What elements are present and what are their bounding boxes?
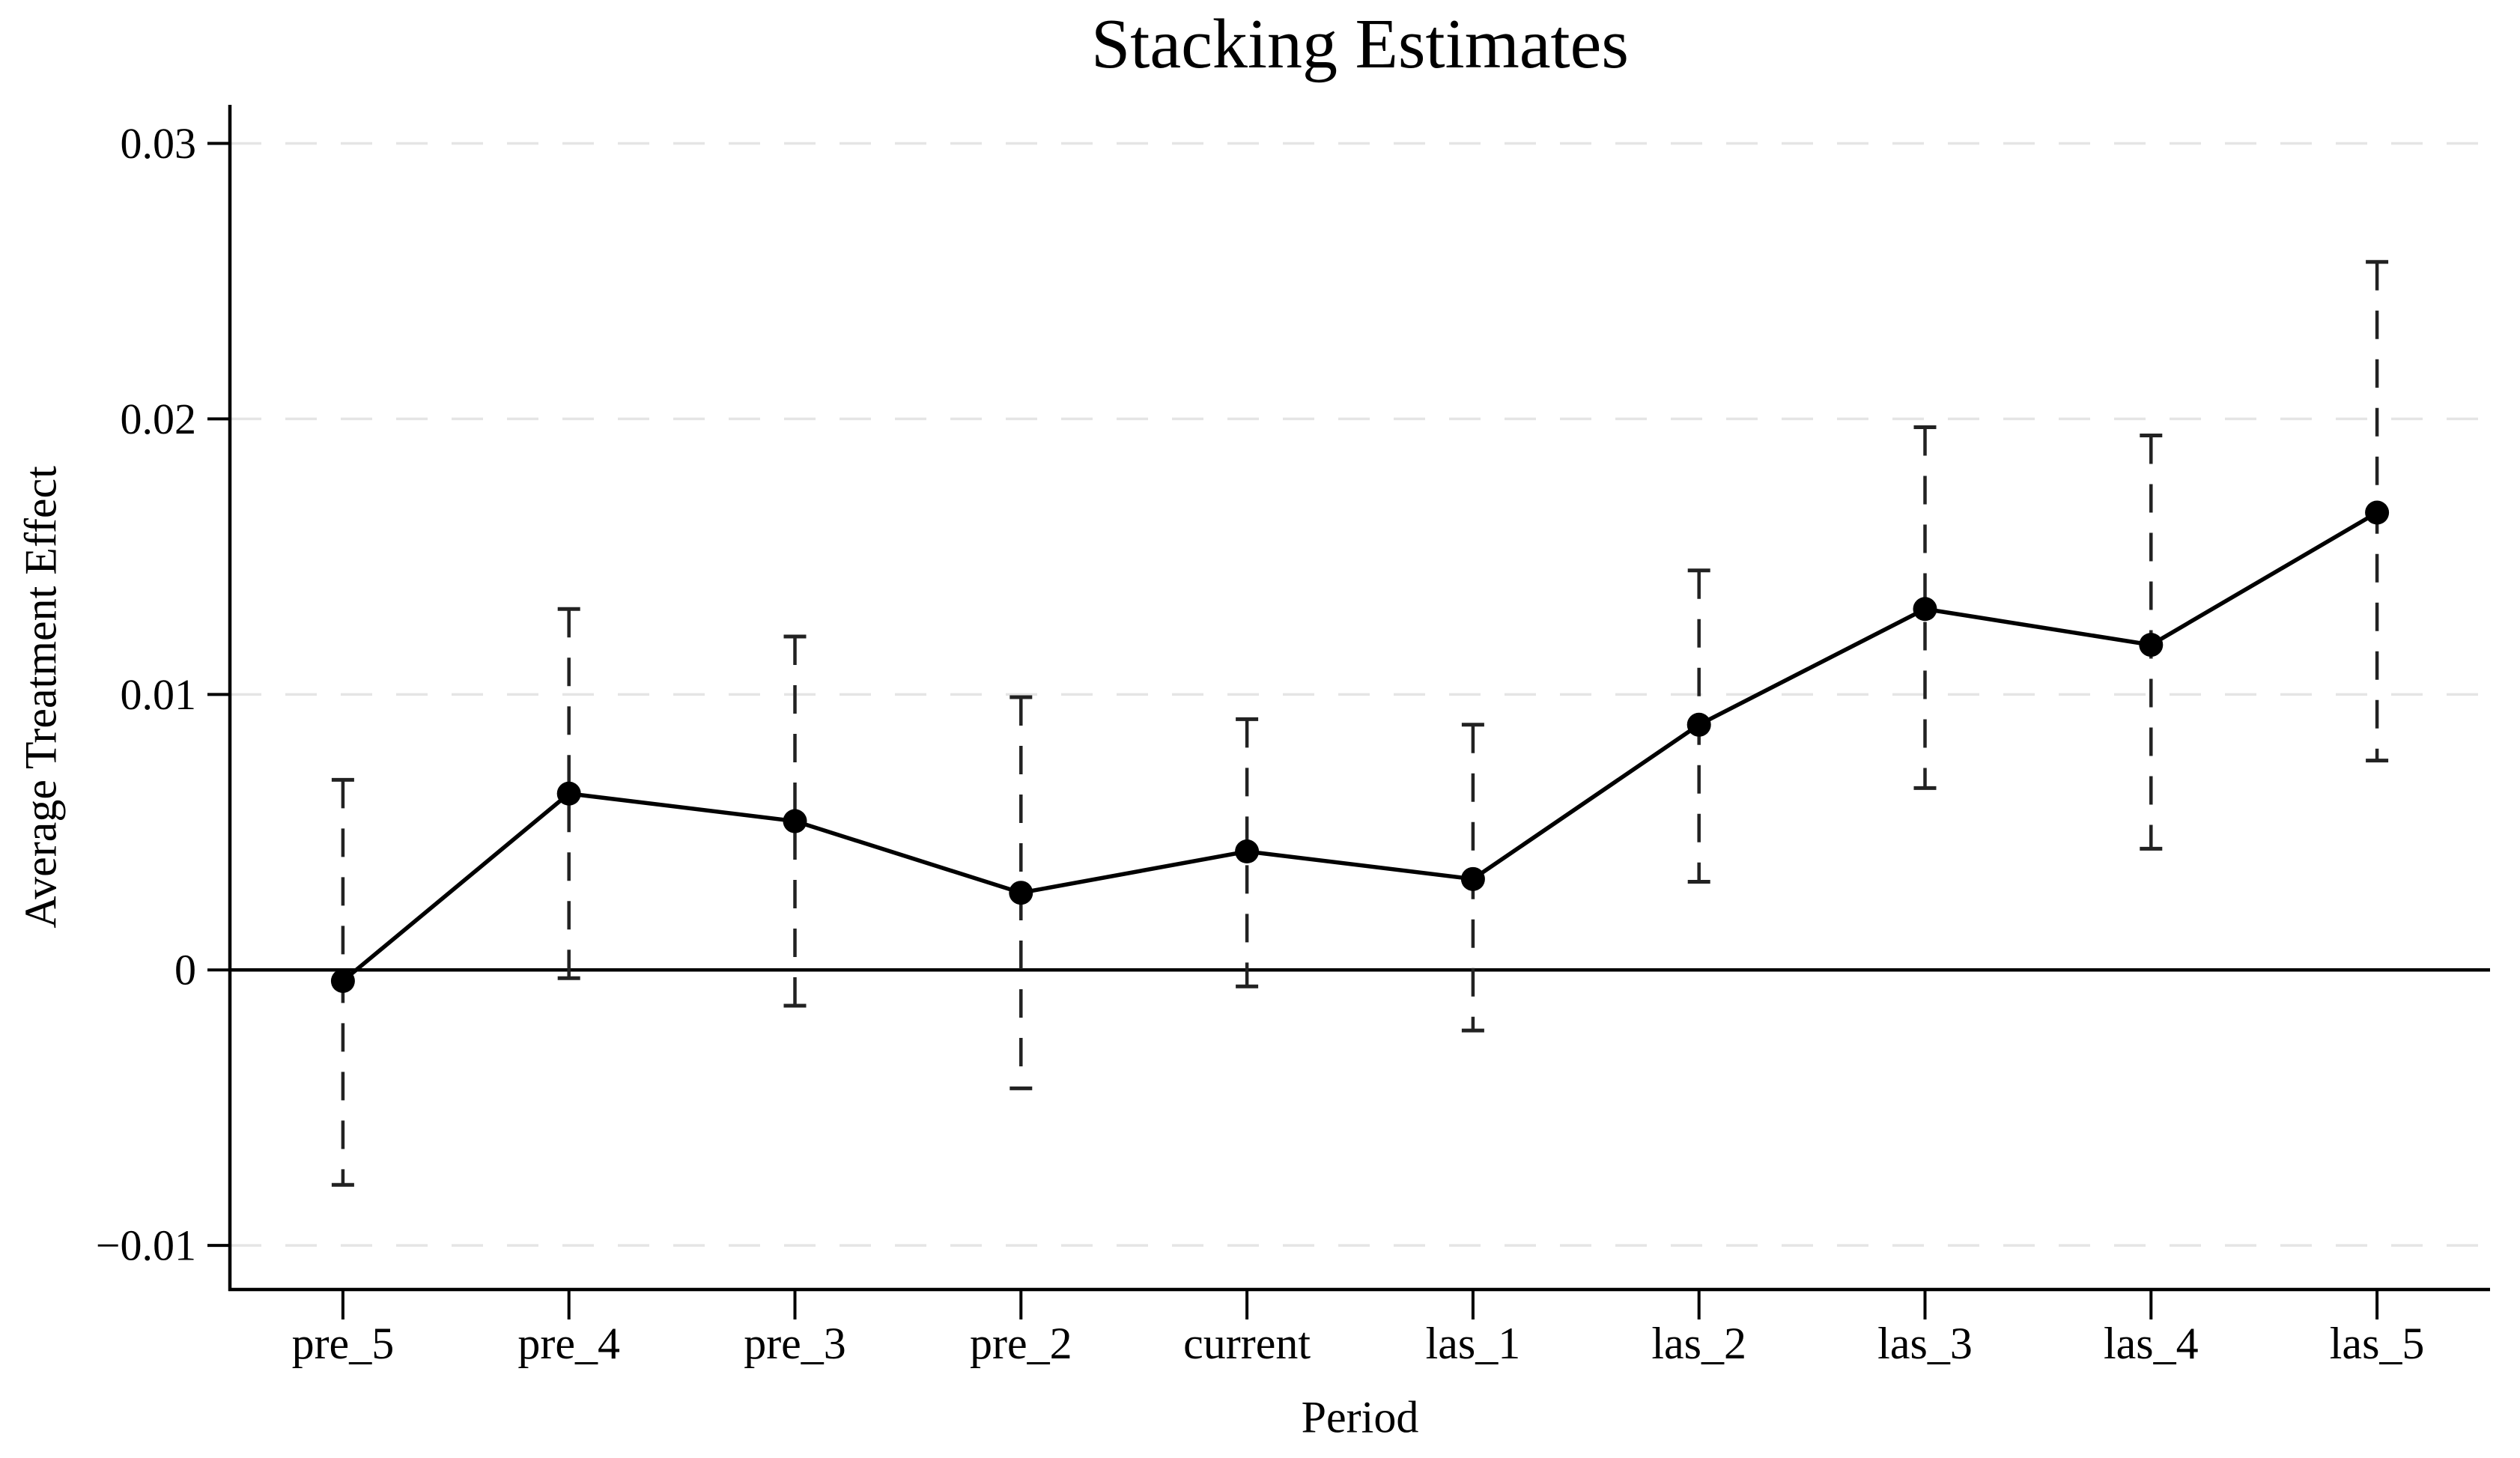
x-tick-label-las_4: las_4: [2104, 1319, 2199, 1368]
data-point-current: [1235, 839, 1260, 864]
data-point-las_5: [2365, 500, 2390, 525]
x-tick-label-pre_3: pre_3: [744, 1319, 846, 1368]
data-point-las_2: [1686, 712, 1711, 737]
x-tick-label-las_1: las_1: [1426, 1319, 1521, 1368]
x-tick-label-current: current: [1183, 1319, 1311, 1368]
data-point-las_3: [1913, 597, 1937, 622]
series-line: [341, 511, 2378, 983]
chart-title: Stacking Estimates: [1091, 5, 1629, 83]
x-tick-label-las_2: las_2: [1651, 1319, 1746, 1368]
x-tick-label-pre_5: pre_5: [292, 1319, 395, 1368]
x-tick-label-las_3: las_3: [1877, 1319, 1973, 1368]
y-tick-label: 0.01: [121, 670, 197, 719]
x-tick-label-pre_2: pre_2: [970, 1319, 1072, 1368]
data-point-pre_3: [783, 809, 807, 833]
data-point-pre_2: [1009, 881, 1033, 905]
x-axis-title: Period: [1301, 1392, 1419, 1442]
data-point-pre_4: [556, 781, 581, 806]
x-tick-label-las_5: las_5: [2330, 1319, 2425, 1368]
data-point-las_4: [2139, 633, 2164, 657]
y-tick-label: 0.03: [121, 119, 197, 168]
x-tick-label-pre_4: pre_4: [517, 1319, 620, 1368]
y-tick-label: −0.01: [96, 1221, 196, 1270]
y-tick-label: 0.02: [121, 395, 197, 443]
data-point-pre_5: [330, 968, 355, 993]
data-point-las_1: [1460, 866, 1485, 891]
y-tick-label: 0: [174, 946, 196, 994]
